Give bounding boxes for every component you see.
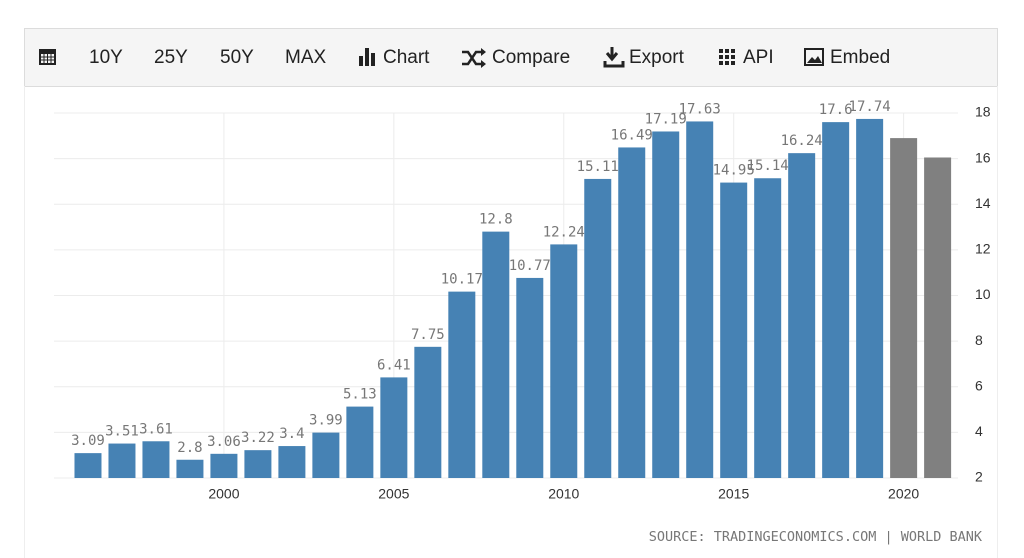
data-label: 3.99 <box>309 413 343 429</box>
bar <box>74 453 102 478</box>
toolbar-button[interactable]: 50Y <box>220 47 254 68</box>
compare-icon-arrows <box>481 48 486 68</box>
bar <box>482 231 510 478</box>
data-label: 3.09 <box>71 433 105 449</box>
x-tick-label: 2000 <box>208 486 239 502</box>
y-tick-label: 14 <box>975 195 991 211</box>
data-label: 3.61 <box>139 421 173 437</box>
x-tick-label: 2015 <box>718 486 749 502</box>
data-label: 2.8 <box>177 440 202 456</box>
toolbar-button[interactable]: Chart <box>383 47 430 68</box>
bar <box>890 138 918 478</box>
toolbar-button[interactable]: 10Y <box>89 47 123 68</box>
bar <box>788 153 816 478</box>
bar <box>516 277 544 478</box>
data-label: 17.19 <box>645 111 687 127</box>
toolbar-button[interactable]: API <box>743 47 774 68</box>
data-label: 5.13 <box>343 387 377 403</box>
x-tick-label: 2005 <box>378 486 409 502</box>
bar <box>652 131 680 478</box>
export-icon <box>605 47 619 62</box>
source-note: SOURCE: TRADINGECONOMICS.COM | WORLD BAN… <box>649 529 983 545</box>
toolbar-button[interactable]: MAX <box>285 47 327 68</box>
data-label: 12.8 <box>479 212 513 228</box>
bar <box>210 453 238 478</box>
data-label: 3.06 <box>207 434 241 450</box>
toolbar-button[interactable]: Compare <box>492 47 570 68</box>
toolbar-button[interactable]: Embed <box>830 47 890 68</box>
bar <box>856 118 884 479</box>
y-tick-label: 8 <box>975 332 983 348</box>
toolbar-button[interactable]: Export <box>629 47 685 68</box>
data-label: 17.63 <box>679 101 721 117</box>
bar <box>142 441 170 478</box>
bar <box>108 443 136 478</box>
bar <box>176 459 204 478</box>
bar <box>244 450 272 478</box>
data-label: 16.24 <box>781 133 823 149</box>
y-tick-label: 10 <box>975 286 991 302</box>
y-tick-label: 4 <box>975 423 983 439</box>
bar <box>924 157 952 478</box>
data-label: 10.77 <box>509 258 551 274</box>
y-tick-label: 16 <box>975 149 991 165</box>
bar <box>720 182 748 478</box>
embed-icon-picture <box>807 56 822 63</box>
calendar-button[interactable] <box>39 49 56 65</box>
data-label: 6.41 <box>377 357 411 373</box>
bar <box>278 446 306 478</box>
data-label: 16.49 <box>611 127 653 143</box>
data-label: 3.22 <box>241 430 275 446</box>
data-label: 15.14 <box>747 158 789 174</box>
compare-icon <box>462 50 482 66</box>
bar <box>686 121 714 479</box>
bar <box>312 432 340 478</box>
bar <box>550 244 578 478</box>
bar <box>448 291 476 478</box>
bar <box>346 406 374 478</box>
toolbar-button[interactable]: 25Y <box>154 47 188 68</box>
toolbar <box>24 28 998 87</box>
data-label: 3.51 <box>105 424 139 440</box>
x-tick-label: 2020 <box>888 486 919 502</box>
data-label: 10.17 <box>441 272 483 288</box>
bar <box>754 178 782 478</box>
x-tick-label: 2010 <box>548 486 579 502</box>
bar <box>822 122 850 478</box>
api-icon <box>719 49 735 65</box>
calendar-icon-grid <box>41 54 54 63</box>
export-icon-tray <box>603 61 625 68</box>
data-label: 12.24 <box>543 224 585 240</box>
chart-icon <box>359 48 375 66</box>
y-tick-label: 2 <box>975 469 983 485</box>
data-label: 17.6 <box>819 102 853 118</box>
y-tick-label: 12 <box>975 241 991 257</box>
data-label: 17.74 <box>849 99 891 115</box>
bar <box>380 377 408 478</box>
data-label: 3.4 <box>279 426 304 442</box>
bar <box>584 178 612 478</box>
data-label: 14.95 <box>713 163 755 179</box>
embed-icon <box>804 48 824 66</box>
bar <box>414 346 442 478</box>
data-label: 7.75 <box>411 327 445 343</box>
y-tick-label: 18 <box>975 104 991 120</box>
y-tick-label: 6 <box>975 377 983 393</box>
data-label: 15.11 <box>577 159 619 175</box>
bar <box>618 147 646 478</box>
